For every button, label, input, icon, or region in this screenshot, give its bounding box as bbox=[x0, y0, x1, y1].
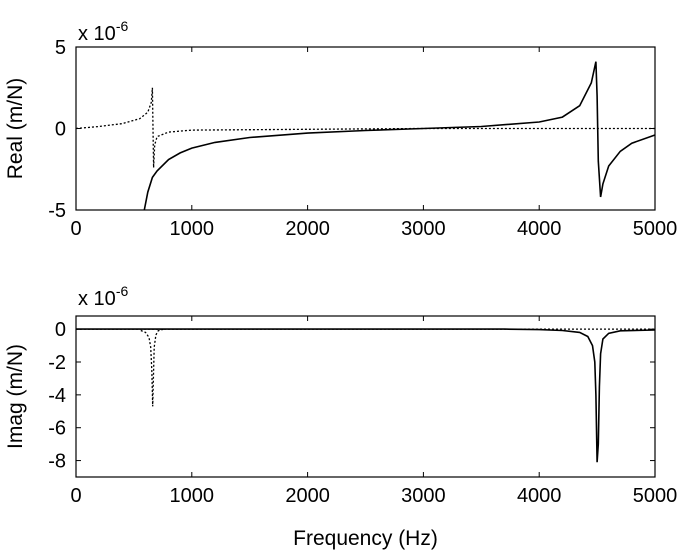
chart-real-xtick-label: 0 bbox=[70, 218, 81, 240]
chart-real-xtick-label: 3000 bbox=[401, 218, 446, 240]
chart-imag-ytick-label: -6 bbox=[48, 418, 66, 440]
chart-real-xtick-label: 2000 bbox=[285, 218, 330, 240]
chart-real-ylabel: Real (m/N) bbox=[4, 78, 27, 180]
chart-imag-xtick-label: 2000 bbox=[285, 485, 330, 507]
chart-real-xtick-label: 4000 bbox=[517, 218, 562, 240]
chart-imag-xlabel: Frequency (Hz) bbox=[293, 527, 438, 550]
chart-imag-series-2-dotted bbox=[140, 328, 165, 407]
chart-imag-ytick-label: -8 bbox=[48, 451, 66, 473]
chart-imag-ytick-label: -2 bbox=[48, 352, 66, 374]
chart-imag-multiplier-label: x 10-6 bbox=[78, 283, 128, 310]
chart-imag-ytick-label: 0 bbox=[55, 319, 66, 341]
plot-imag: 0 1000 2000 3000 4000 5000 -8 -6 -4 -2 0 x 10-6 Imag… bbox=[4, 283, 677, 550]
chart-imag-ylabel: Imag (m/N) bbox=[4, 344, 27, 449]
chart-real-ytick-label: 0 bbox=[55, 119, 66, 141]
chart-imag-xtick-label: 0 bbox=[70, 485, 81, 507]
chart-real-ytick-label: -5 bbox=[48, 200, 66, 222]
chart-imag-xtick-label: 3000 bbox=[401, 485, 446, 507]
chart-real-xtick-label: 5000 bbox=[633, 218, 678, 240]
chart-imag-series-1-solid bbox=[76, 328, 656, 463]
chart-imag-ytick-label: -4 bbox=[48, 385, 66, 407]
chart-imag-xtick-label: 1000 bbox=[170, 485, 215, 507]
chart-real-multiplier-label: x 10-6 bbox=[78, 18, 128, 45]
chart-real-series-2-dotted bbox=[75, 87, 655, 168]
chart-imag-xtick-label: 4000 bbox=[517, 485, 562, 507]
chart-real-xtick-label: 1000 bbox=[170, 218, 215, 240]
chart-real-series-1-solid bbox=[143, 61, 656, 211]
chart-imag-xtick-label: 5000 bbox=[633, 485, 678, 507]
chart-real-ytick-label: 5 bbox=[55, 37, 66, 59]
chart-imag-axes-box bbox=[75, 315, 656, 478]
